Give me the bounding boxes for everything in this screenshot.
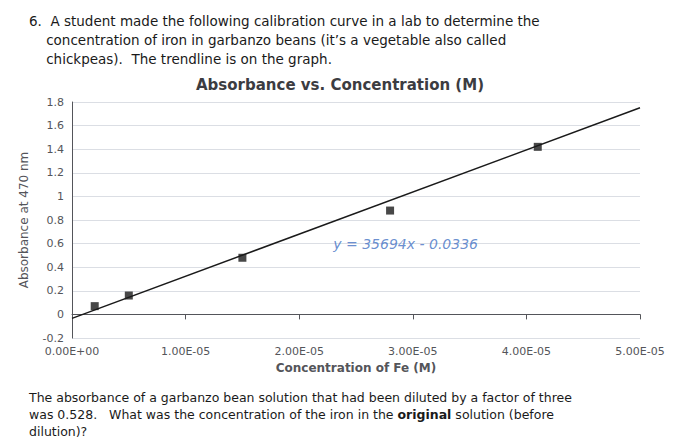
svg-text:6. A student made the followi: 6. A student made the following calibrat…: [29, 13, 540, 29]
svg-text:0.8: 0.8: [47, 214, 65, 227]
svg-text:1.4: 1.4: [47, 143, 65, 156]
svg-text:2.00E-05: 2.00E-05: [274, 345, 323, 358]
svg-text:Absorbance vs. Concentration (: Absorbance vs. Concentration (M): [196, 76, 484, 94]
svg-text:dilution)?: dilution)?: [29, 424, 87, 439]
svg-text:was 0.528. What was the conc: was 0.528. What was the concentration of…: [29, 407, 398, 422]
svg-text:0.6: 0.6: [47, 237, 65, 250]
svg-text:chickpeas). The trendline is: chickpeas). The trendline is on the grap…: [29, 51, 332, 67]
svg-text:1: 1: [57, 190, 64, 203]
svg-text:1.6: 1.6: [47, 119, 65, 132]
svg-text:3.00E-05: 3.00E-05: [388, 345, 437, 358]
svg-text:Concentration of Fe (M): Concentration of Fe (M): [276, 361, 437, 375]
svg-text:solution (before: solution (before: [451, 407, 554, 422]
svg-text:original: original: [398, 407, 452, 422]
svg-text:4.00E-05: 4.00E-05: [502, 345, 551, 358]
svg-text:The absorbance of a garbanzo b: The absorbance of a garbanzo bean soluti…: [28, 390, 572, 405]
svg-text:-0.2: -0.2: [43, 332, 64, 345]
svg-text:1.2: 1.2: [47, 166, 65, 179]
svg-text:0.4: 0.4: [47, 261, 65, 274]
svg-text:Absorbance at 470 nm: Absorbance at 470 nm: [17, 152, 31, 289]
svg-text:0: 0: [57, 308, 64, 321]
svg-text:0.00E+00: 0.00E+00: [45, 345, 100, 358]
svg-text:5.00E-05: 5.00E-05: [615, 345, 664, 358]
svg-text:1.00E-05: 1.00E-05: [161, 345, 210, 358]
svg-text:1.8: 1.8: [47, 96, 65, 109]
svg-text:concentration of iron in garba: concentration of iron in garbanzo beans …: [29, 32, 506, 48]
svg-text:y = 35694x - 0.0336: y = 35694x - 0.0336: [332, 236, 478, 252]
svg-text:0.2: 0.2: [47, 284, 65, 297]
